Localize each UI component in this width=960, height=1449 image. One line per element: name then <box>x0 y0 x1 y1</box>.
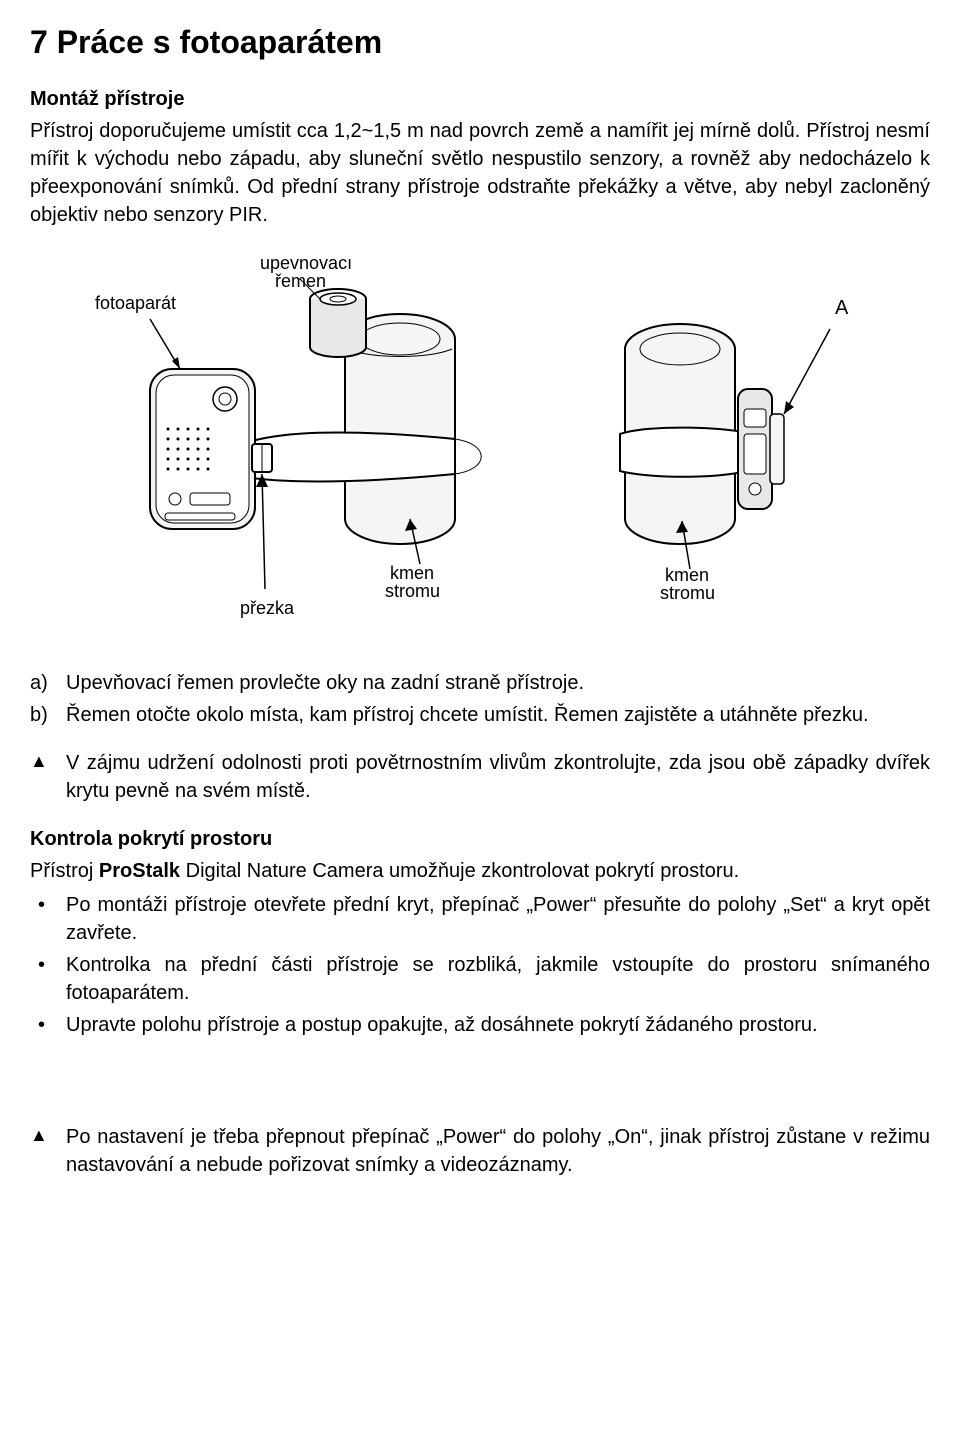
bullet-marker: • <box>30 1011 66 1039</box>
warning-1-text: V zájmu udržení odolnosti proti povětrno… <box>66 749 930 805</box>
list-ab: a) Upevňovací řemen provlečte oky na zad… <box>30 669 930 729</box>
bullet-2: Kontrolka na přední části přístroje se r… <box>66 951 930 1007</box>
bullet-marker: • <box>30 891 66 947</box>
label-trunk-right-1: kmen <box>665 565 709 585</box>
section-check-intro: Přístroj ProStalk Digital Nature Camera … <box>30 857 930 885</box>
label-camera: fotoaparát <box>95 293 176 313</box>
label-trunk-right-2: stromu <box>660 583 715 603</box>
warning-2-text: Po nastavení je třeba přepnout přepínač … <box>66 1123 930 1179</box>
diagram-container: fotoaparát upevňovací řemen kmen stromu … <box>30 259 930 639</box>
label-trunk-left-2: stromu <box>385 581 440 601</box>
page-title: 7 Práce s fotoaparátem <box>30 20 930 65</box>
bullet-marker: • <box>30 951 66 1007</box>
triangle-icon: ▲ <box>30 749 66 805</box>
warning-block-1: ▲ V zájmu udržení odolnosti proti povětr… <box>30 749 930 805</box>
label-trunk-left-1: kmen <box>390 563 434 583</box>
list-b-marker: b) <box>30 701 66 729</box>
bullet-3: Upravte polohu přístroje a postup opakuj… <box>66 1011 930 1039</box>
label-a: A <box>835 297 849 319</box>
list-b-text: Řemen otočte okolo místa, kam přístroj c… <box>66 701 930 729</box>
label-buckle: přezka <box>240 598 295 618</box>
warning-block-2: ▲ Po nastavení je třeba přepnout přepína… <box>30 1123 930 1179</box>
label-strap-2: řemen <box>275 271 326 291</box>
triangle-icon: ▲ <box>30 1123 66 1179</box>
mounting-diagram: fotoaparát upevňovací řemen kmen stromu … <box>90 259 870 639</box>
list-a-text: Upevňovací řemen provlečte oky na zadní … <box>66 669 930 697</box>
list-a-marker: a) <box>30 669 66 697</box>
bullet-1: Po montáži přístroje otevřete přední kry… <box>66 891 930 947</box>
section-mount-heading: Montáž přístroje <box>30 85 930 113</box>
section-mount-paragraph: Přístroj doporučujeme umístit cca 1,2~1,… <box>30 117 930 229</box>
bullet-list: • Po montáži přístroje otevřete přední k… <box>30 891 930 1039</box>
section-check-heading: Kontrola pokrytí prostoru <box>30 825 930 853</box>
